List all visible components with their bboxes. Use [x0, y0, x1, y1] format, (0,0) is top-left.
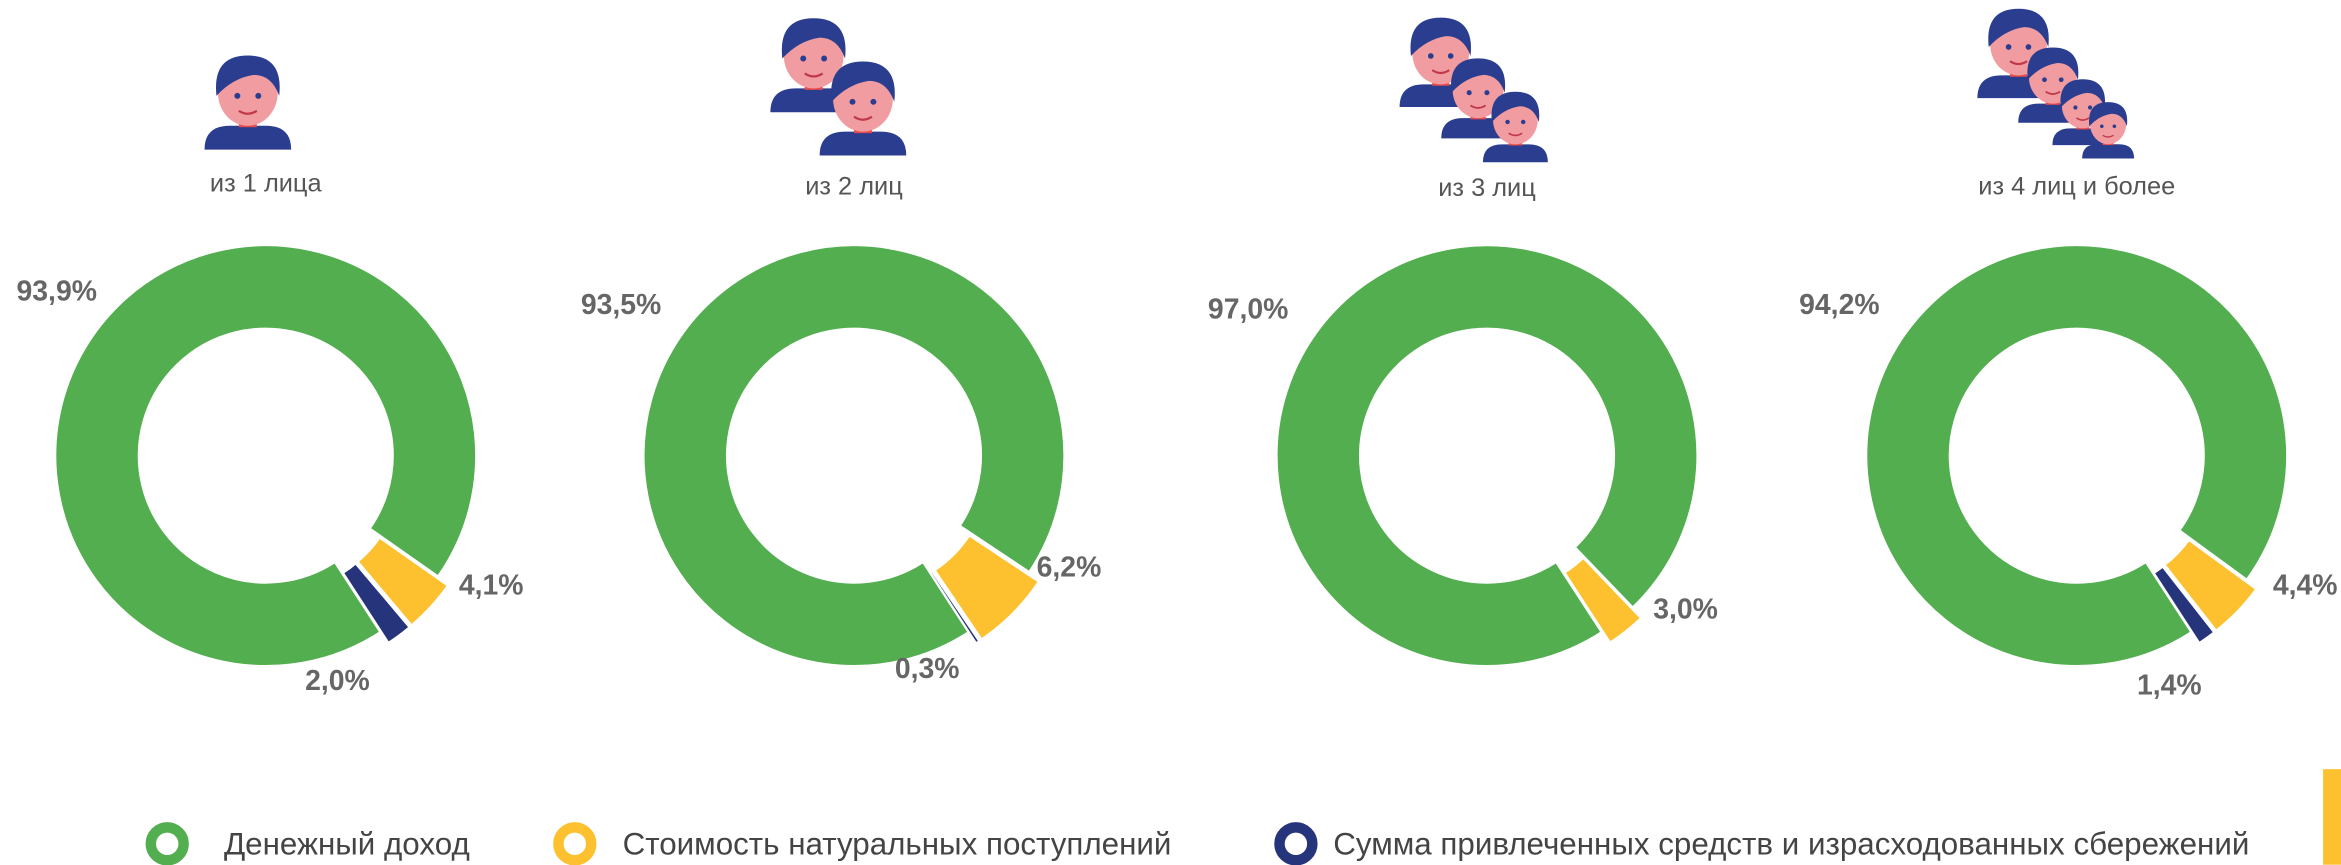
legend-label: Сумма привлеченных средств и израсходова…	[1333, 826, 2249, 861]
legend-label: Денежный доход	[224, 826, 470, 861]
data-label: 4,4%	[2273, 569, 2338, 601]
data-label: 4,1%	[459, 569, 524, 601]
legend-marker	[553, 822, 597, 865]
legend-marker	[1274, 822, 1318, 865]
donut-slice	[928, 570, 981, 645]
chart-title: из 2 лиц	[805, 172, 903, 200]
icon-3	[1398, 16, 1549, 164]
donut-slice	[341, 561, 412, 645]
donut-slice	[642, 244, 1066, 668]
accent-bar	[2323, 769, 2341, 865]
legend-marker	[145, 822, 189, 865]
chart-title: из 4 лиц и более	[1978, 172, 2175, 200]
donut-slice	[54, 244, 478, 668]
data-label: 1,4%	[2137, 670, 2202, 702]
legend-label: Стоимость натуральных поступлений	[623, 826, 1172, 861]
donut-slice	[933, 533, 1041, 642]
data-label: 93,9%	[17, 275, 97, 307]
chart-title: из 1 лица	[210, 169, 323, 197]
icon-4	[1976, 7, 2135, 160]
data-label: 0,3%	[895, 653, 960, 685]
donut-slice	[1275, 244, 1699, 668]
data-label: 94,2%	[1799, 289, 1879, 321]
donut-slice	[1865, 244, 2289, 668]
data-label: 97,0%	[1208, 293, 1288, 325]
donut-slice	[356, 536, 450, 628]
donut-slice	[2163, 538, 2259, 633]
icon-1	[203, 54, 293, 151]
data-label: 6,2%	[1037, 552, 1102, 584]
icon-2	[769, 17, 908, 157]
donut-slice	[1562, 556, 1643, 645]
data-label: 3,0%	[1653, 593, 1718, 625]
chart-title: из 3 лиц	[1438, 174, 1536, 202]
data-label: 93,5%	[581, 289, 661, 321]
data-label: 2,0%	[305, 665, 370, 697]
donut-slice	[2152, 564, 2216, 645]
